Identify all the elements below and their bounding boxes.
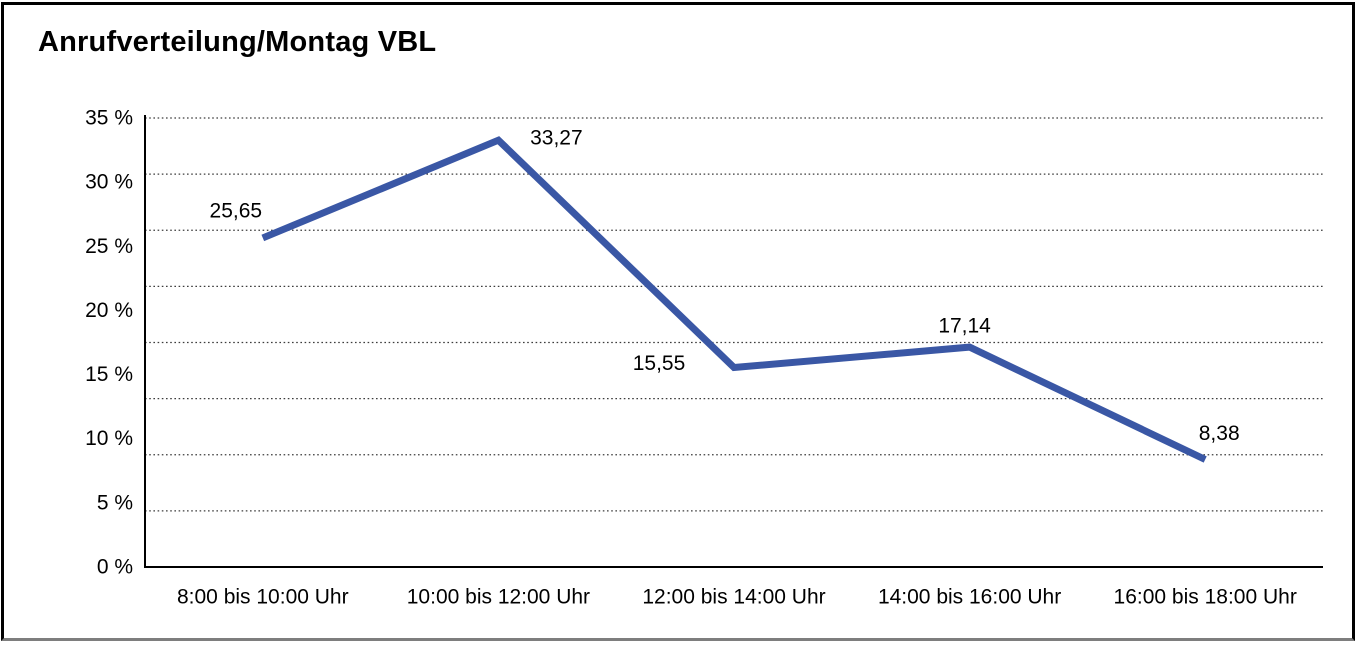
- data-series-line: [261, 136, 1207, 463]
- data-point-label: 17,14: [938, 315, 991, 338]
- x-category-label: 10:00 bis 12:00 Uhr: [407, 586, 590, 609]
- y-tick-label: 15 %: [85, 363, 133, 386]
- y-gridlines: [145, 117, 1323, 512]
- data-point-label: 25,65: [210, 199, 263, 222]
- x-category-label: 8:00 bis 10:00 Uhr: [177, 586, 349, 609]
- x-axis-labels: 8:00 bis 10:00 Uhr 10:00 bis 12:00 Uhr 12:…: [177, 586, 1297, 609]
- data-point-label: 33,27: [530, 127, 583, 150]
- y-tick-label: 25 %: [85, 235, 133, 258]
- y-tick-label: 5 %: [97, 491, 133, 514]
- y-tick-label: 30 %: [85, 171, 133, 194]
- y-tick-label: 20 %: [85, 299, 133, 322]
- y-tick-label: 0 %: [97, 556, 133, 579]
- y-tick-label: 10 %: [85, 427, 133, 450]
- chart-title: Anrufverteilung/Montag VBL: [38, 26, 437, 58]
- y-axis-labels: 35 % 30 % 25 % 20 % 15 % 10 % 5 % 0 %: [85, 107, 133, 579]
- data-point-labels: 25,65 33,27 15,55 17,14 8,38: [210, 127, 1240, 445]
- y-tick-label: 35 %: [85, 107, 133, 130]
- x-category-label: 14:00 bis 16:00 Uhr: [878, 586, 1061, 609]
- data-point-label: 8,38: [1199, 422, 1240, 445]
- x-category-label: 16:00 bis 18:00 Uhr: [1114, 586, 1297, 609]
- line-chart: 35 % 30 % 25 % 20 % 15 % 10 % 5 % 0 % 25,65 33,27…: [85, 107, 1323, 609]
- x-category-label: 12:00 bis 14:00 Uhr: [642, 586, 825, 609]
- data-point-label: 15,55: [633, 352, 686, 375]
